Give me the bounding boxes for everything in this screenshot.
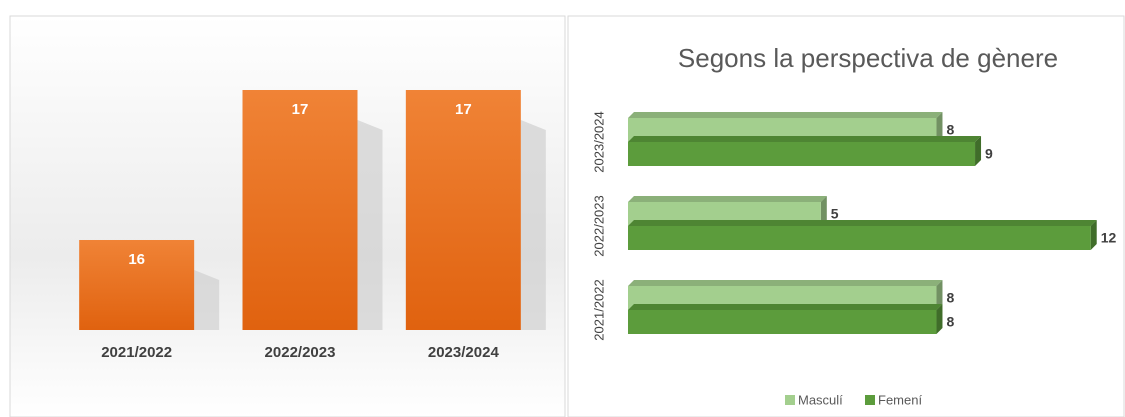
value-label: 8 — [946, 122, 954, 138]
bar-side — [936, 304, 943, 334]
value-label: 17 — [292, 101, 309, 118]
bar-side — [936, 112, 943, 142]
bar-side — [975, 136, 982, 166]
bar-shadow — [194, 270, 220, 330]
bar-top — [628, 196, 827, 202]
value-label: 17 — [455, 101, 472, 118]
value-label: 16 — [128, 251, 145, 268]
x-tick-label: 2022/2023 — [265, 344, 336, 361]
value-label: 9 — [985, 146, 993, 162]
x-tick-label: 2023/2024 — [428, 344, 500, 361]
bar-side — [820, 196, 827, 226]
bar — [628, 310, 937, 334]
bar — [405, 90, 521, 330]
bar — [628, 142, 976, 166]
legend-swatch — [865, 395, 875, 405]
legend-swatch — [785, 395, 795, 405]
bar-shadow — [520, 120, 546, 330]
value-label: 8 — [946, 290, 954, 306]
y-tick-label: 2021/2022 — [591, 279, 606, 340]
value-label: 5 — [831, 206, 839, 222]
bar-top — [628, 220, 1097, 226]
bar-top — [628, 136, 982, 142]
chart-title: Segons la perspectiva de gènere — [678, 43, 1058, 73]
bar — [242, 90, 358, 330]
legend-label: Masculí — [798, 392, 843, 407]
legend-label: Femení — [878, 392, 922, 407]
y-tick-label: 2022/2023 — [591, 195, 606, 256]
value-label: 8 — [946, 314, 954, 330]
bar — [79, 240, 195, 330]
value-label: 12 — [1101, 230, 1117, 246]
bar-top — [628, 280, 943, 286]
bar-side — [1090, 220, 1097, 250]
bar-top — [628, 304, 943, 310]
bar — [628, 226, 1091, 250]
x-tick-label: 2021/2022 — [101, 344, 172, 361]
bar-top — [628, 112, 943, 118]
bar-shadow — [357, 120, 383, 330]
bar-side — [936, 280, 943, 310]
y-tick-label: 2023/2024 — [591, 111, 606, 172]
